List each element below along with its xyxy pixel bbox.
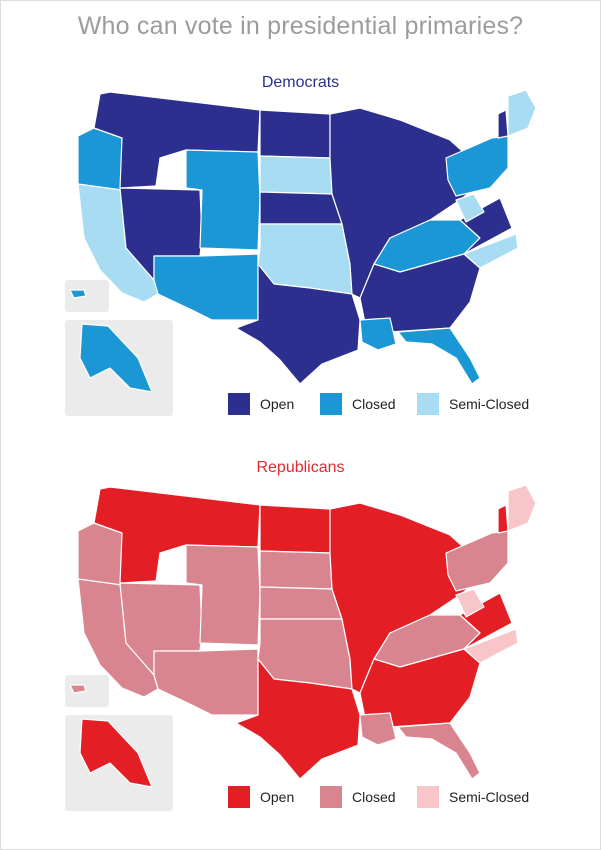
swatch-closed xyxy=(320,393,342,415)
democrats-legend: Open Closed Semi-Closed xyxy=(228,393,558,417)
swatch-closed xyxy=(320,786,342,808)
republicans-heading: Republicans xyxy=(256,459,345,476)
region-dakotas-north xyxy=(259,504,331,554)
region-south-dakota xyxy=(259,155,333,195)
region-pennsylvania-ny xyxy=(445,530,509,592)
region-arizona-newmexico xyxy=(153,253,259,321)
region-texas xyxy=(235,263,361,385)
region-west-virginia xyxy=(455,588,485,618)
region-west-virginia xyxy=(455,193,485,223)
region-vermont xyxy=(497,504,509,534)
region-new-england xyxy=(507,89,537,137)
legend-item-semi-closed: Semi-Closed xyxy=(417,393,529,415)
legend-label-semi-closed: Semi-Closed xyxy=(449,789,530,805)
region-oregon xyxy=(77,127,123,191)
region-louisiana xyxy=(359,317,397,351)
region-florida xyxy=(397,327,481,385)
legend-item-closed: Closed xyxy=(320,786,396,808)
region-virginia xyxy=(459,197,513,255)
hawaii-inset-box xyxy=(65,675,109,707)
region-north-carolina xyxy=(463,628,519,664)
legend-label-closed: Closed xyxy=(352,396,396,412)
region-alaska xyxy=(79,718,153,788)
region-south-dakota xyxy=(259,550,333,590)
legend-label-open: Open xyxy=(260,396,295,412)
region-arizona-newmexico xyxy=(153,648,259,716)
democrats-map xyxy=(60,88,540,418)
region-nebraska xyxy=(259,586,343,620)
democrats-heading: Democrats xyxy=(261,74,340,91)
swatch-open xyxy=(228,786,250,808)
region-wyoming-colorado xyxy=(185,149,261,251)
swatch-semi-closed xyxy=(417,786,439,808)
hawaii-inset-box xyxy=(65,280,109,312)
legend-label-closed: Closed xyxy=(352,789,396,805)
legend-label-open: Open xyxy=(260,789,295,805)
region-nebraska xyxy=(259,191,343,225)
swatch-semi-closed xyxy=(417,393,439,415)
region-oregon xyxy=(77,522,123,586)
region-new-england xyxy=(507,484,537,532)
region-alaska xyxy=(79,323,153,393)
region-pennsylvania-ny xyxy=(445,135,509,197)
region-vermont xyxy=(497,109,509,139)
region-texas xyxy=(235,658,361,780)
region-dakotas-north xyxy=(259,109,331,159)
legend-item-closed: Closed xyxy=(320,393,396,415)
region-idaho-montana xyxy=(93,91,261,189)
page-title: Who can vote in presidential primaries? xyxy=(77,12,524,40)
region-wyoming-colorado xyxy=(185,544,261,646)
region-idaho-montana xyxy=(93,486,261,584)
region-louisiana xyxy=(359,712,397,746)
legend-label-semi-closed: Semi-Closed xyxy=(449,396,530,412)
legend-item-open: Open xyxy=(228,786,294,808)
region-north-carolina xyxy=(463,233,519,269)
region-virginia xyxy=(459,592,513,650)
republicans-map xyxy=(60,483,540,813)
region-hawaii xyxy=(69,289,87,299)
legend-item-semi-closed: Semi-Closed xyxy=(417,786,529,808)
swatch-open xyxy=(228,393,250,415)
region-florida xyxy=(397,722,481,780)
legend-item-open: Open xyxy=(228,393,294,415)
region-hawaii xyxy=(69,684,87,694)
republicans-legend: Open Closed Semi-Closed xyxy=(228,786,558,810)
